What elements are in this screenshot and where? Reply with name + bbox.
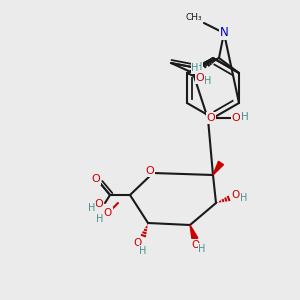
Text: CH₃: CH₃ — [185, 13, 202, 22]
Polygon shape — [213, 161, 224, 175]
Text: H: H — [139, 246, 147, 256]
Text: H: H — [195, 62, 203, 72]
Text: O: O — [104, 208, 112, 218]
Text: H: H — [191, 63, 199, 73]
Text: H: H — [88, 203, 96, 213]
Text: O: O — [207, 113, 215, 123]
Text: O: O — [232, 190, 240, 200]
Text: H: H — [204, 76, 212, 86]
Text: H: H — [240, 193, 248, 203]
Text: O: O — [196, 73, 204, 83]
Text: H: H — [241, 112, 249, 122]
Text: N: N — [220, 26, 228, 40]
Text: O: O — [92, 174, 100, 184]
Text: O: O — [134, 238, 142, 248]
Polygon shape — [190, 225, 198, 240]
Text: O: O — [191, 240, 199, 250]
Text: O: O — [146, 166, 154, 176]
Text: O: O — [94, 199, 103, 209]
Text: O: O — [232, 113, 240, 123]
Text: H: H — [198, 244, 206, 254]
Text: H: H — [96, 214, 104, 224]
